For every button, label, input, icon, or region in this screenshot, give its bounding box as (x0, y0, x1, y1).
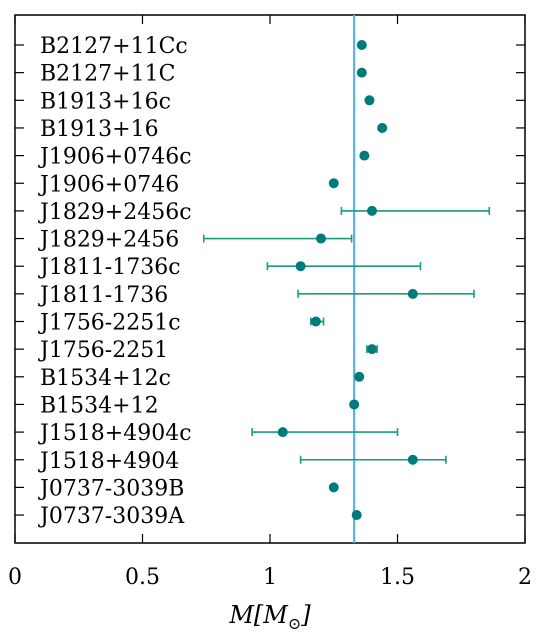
data-point (351, 510, 362, 521)
data-point (328, 178, 339, 189)
category-label: J1756-2251 (38, 338, 168, 363)
x-axis-label-subscript: ⊙ (288, 614, 301, 633)
category-label: J1829+2456c (38, 200, 192, 225)
data-point (367, 344, 377, 355)
x-tick-label: 2 (518, 565, 532, 590)
category-label: B1534+12 (40, 393, 159, 418)
data-point (277, 427, 288, 438)
data-point (316, 233, 326, 244)
data-point (359, 150, 370, 161)
category-label: B1913+16c (40, 89, 171, 114)
data-point (295, 261, 306, 272)
x-tick-labels-layer: 0 0.5 1 1.5 2 (8, 565, 532, 590)
category-label: J1829+2456 (38, 228, 179, 253)
data-point (356, 67, 367, 78)
category-label: J1906+0746 (38, 172, 179, 197)
data-point (377, 122, 388, 133)
category-label: B2127+11C (40, 62, 175, 87)
x-axis-label: M[M⊙] (228, 601, 311, 633)
data-point (407, 454, 418, 465)
x-tick-label: 1 (263, 565, 277, 590)
category-label: B1534+12c (40, 366, 171, 391)
data-point (310, 316, 321, 327)
data-point (367, 205, 377, 216)
category-label: J1811-1736c (38, 255, 181, 280)
x-axis-label-close: ] (300, 601, 311, 629)
data-point (349, 399, 360, 410)
x-axis-label-main: M[M (228, 601, 289, 629)
data-point (354, 371, 365, 382)
x-tick-label: 0 (8, 565, 22, 590)
category-label: J1811-1736 (38, 283, 168, 308)
category-label: J1906+0746c (38, 145, 192, 170)
data-point (364, 95, 375, 106)
category-label: J1518+4904c (38, 421, 192, 446)
x-tick-label: 0.5 (125, 565, 160, 590)
category-label: B1913+16 (40, 117, 159, 142)
category-label: J1756-2251c (38, 311, 181, 336)
category-label: J0737-3039A (38, 504, 185, 529)
data-point (407, 288, 418, 299)
data-point (328, 482, 339, 493)
category-label: J1518+4904 (38, 449, 179, 474)
errorbars-layer (202, 206, 491, 464)
x-tick-label: 1.5 (380, 565, 415, 590)
category-label: J0737-3039B (38, 476, 184, 501)
points-layer (277, 40, 418, 521)
ticks-layer (14, 15, 526, 543)
data-point (356, 40, 367, 50)
category-label: B2127+11Cc (40, 34, 188, 59)
